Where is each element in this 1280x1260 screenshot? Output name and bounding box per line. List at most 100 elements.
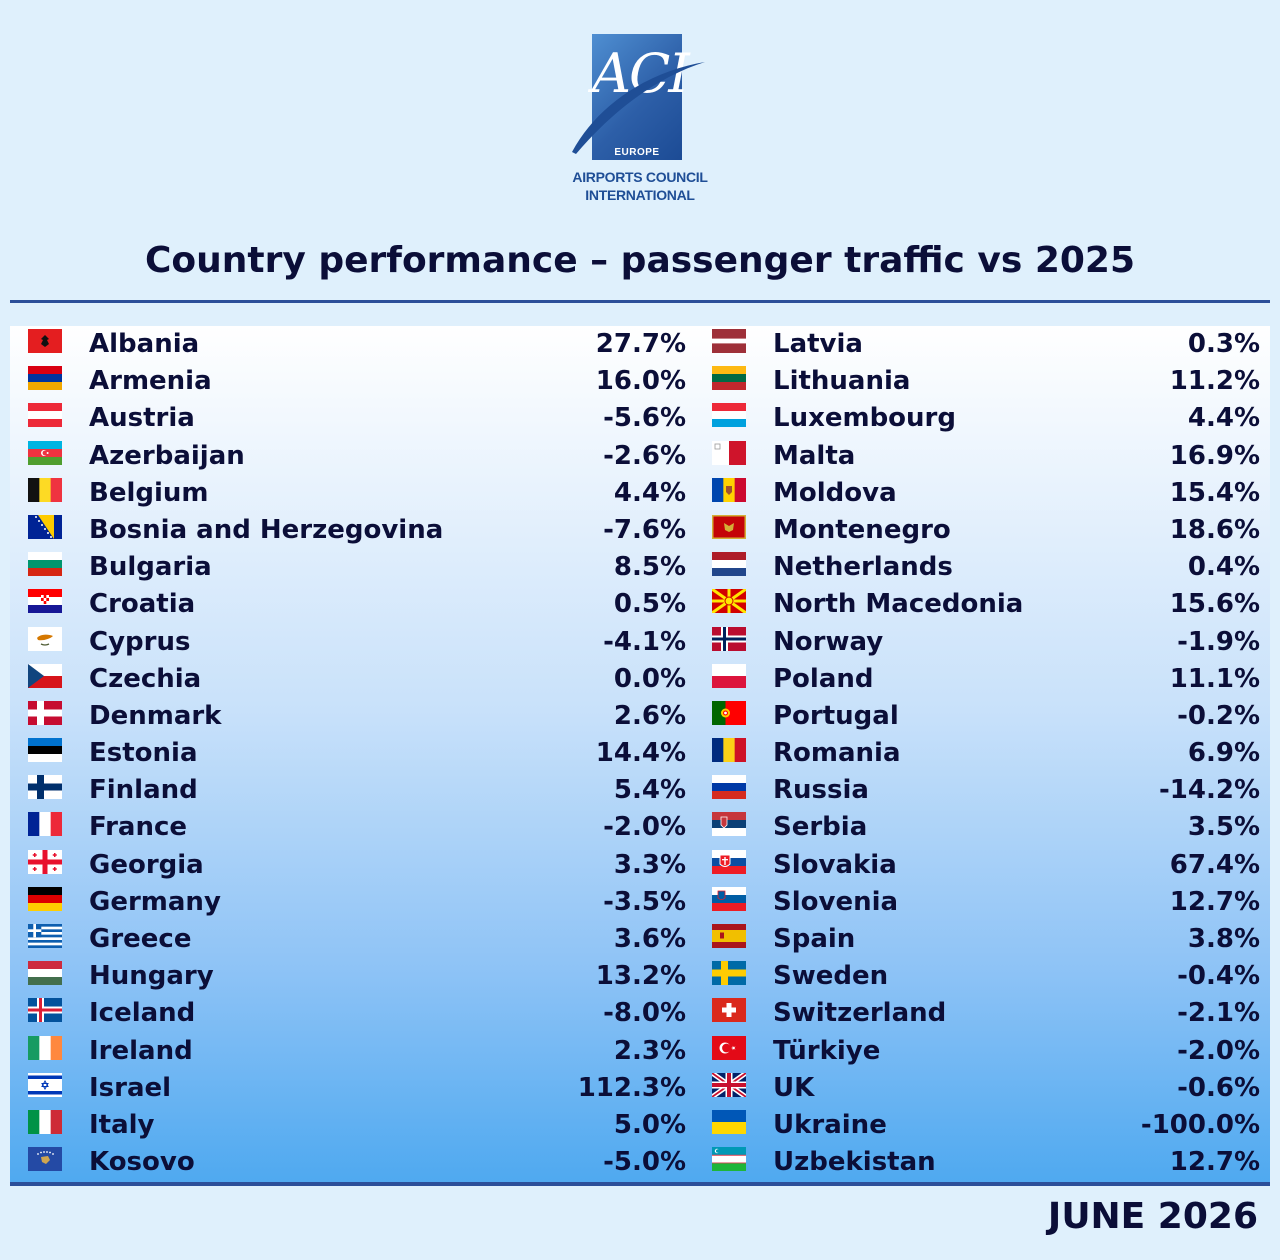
traffic-change-value: -5.6% (603, 403, 686, 434)
country-name: Armenia (89, 366, 212, 397)
country-name: Romania (773, 738, 901, 769)
traffic-change-value: 27.7% (595, 329, 686, 359)
cyprus-flag-icon (28, 626, 62, 651)
table-row-slovakia: Slovakia 67.4% (694, 847, 1280, 884)
country-name: North Macedonia (773, 589, 1024, 620)
greece-flag-icon (28, 924, 62, 948)
country-name: Israel (89, 1072, 172, 1103)
uzbekistan-flag-icon (712, 1147, 746, 1172)
serbia-flag-icon (712, 812, 746, 837)
country-name: Montenegro (773, 514, 951, 545)
traffic-change-value: -8.0% (603, 998, 686, 1029)
table-row-italy: Italy 5.0% (10, 1107, 686, 1144)
traffic-change-value: 11.2% (1169, 366, 1260, 397)
traffic-change-value: -4.1% (603, 626, 686, 657)
moldova-flag-icon (712, 477, 746, 502)
traffic-change-value: -5.0% (603, 1147, 686, 1178)
hungary-flag-icon (28, 961, 62, 986)
country-name: Slovenia (773, 886, 899, 917)
aci-europe-logo: ACI EUROPE AIRPORTS COUNCIL INTERNATIONA… (560, 30, 720, 215)
bottom-divider (10, 1182, 1270, 1186)
country-name: Hungary (89, 961, 214, 992)
table-row-turkiye: Türkiye -2.0% (694, 1033, 1280, 1070)
logo-caption: AIRPORTS COUNCIL INTERNATIONAL (560, 168, 720, 204)
table-row-iceland: Iceland -8.0% (10, 995, 686, 1032)
logo-line-1: AIRPORTS COUNCIL (572, 169, 708, 185)
table-row-armenia: Armenia 16.0% (10, 363, 686, 400)
country-name: Croatia (89, 589, 196, 620)
traffic-change-value: 67.4% (1169, 849, 1260, 880)
traffic-change-value: 5.4% (613, 775, 686, 806)
table-row-azerbaijan: Azerbaijan -2.6% (10, 438, 686, 475)
table-row-norway: Norway -1.9% (694, 624, 1280, 661)
country-name: Ukraine (773, 1109, 887, 1140)
traffic-change-value: 12.7% (1169, 1147, 1260, 1178)
table-panel (10, 326, 1270, 1182)
country-name: Russia (773, 775, 869, 806)
table-row-croatia: Croatia 0.5% (10, 586, 686, 623)
traffic-change-value: 0.0% (613, 663, 686, 694)
table-row-netherlands: Netherlands 0.4% (694, 549, 1280, 586)
traffic-change-value: -7.6% (603, 514, 686, 545)
armenia-flag-icon (28, 366, 62, 391)
table-row-bosnia-and-herzegovina: Bosnia and Herzegovina -7.6% (10, 512, 686, 549)
poland-flag-icon (712, 663, 746, 688)
iceland-flag-icon (28, 998, 62, 1023)
country-name: France (89, 812, 188, 843)
traffic-change-value: -14.2% (1159, 775, 1260, 806)
table-column-right: Latvia 0.3% Lithuania 11.2% Luxembourg 4.4% Ma… (694, 326, 1280, 1181)
table-row-uk: UK -0.6% (694, 1070, 1280, 1107)
latvia-flag-icon (712, 329, 746, 353)
traffic-change-value: -1.9% (1177, 626, 1260, 657)
table-row-israel: Israel 112.3% (10, 1070, 686, 1107)
country-name: Sweden (773, 961, 889, 992)
switzerland-flag-icon (712, 998, 746, 1023)
table-row-austria: Austria -5.6% (10, 400, 686, 437)
table-row-sweden: Sweden -0.4% (694, 958, 1280, 995)
traffic-change-value: -3.5% (603, 886, 686, 917)
table-row-france: France -2.0% (10, 809, 686, 846)
traffic-change-value: 11.1% (1169, 663, 1260, 694)
lithuania-flag-icon (712, 366, 746, 391)
country-name: Austria (89, 403, 195, 434)
table-row-greece: Greece 3.6% (10, 921, 686, 958)
table-row-north-macedonia: North Macedonia 15.6% (694, 586, 1280, 623)
table-row-moldova: Moldova 15.4% (694, 475, 1280, 512)
country-name: Iceland (89, 998, 196, 1029)
table-row-malta: Malta 16.9% (694, 438, 1280, 475)
traffic-change-value: 0.5% (613, 589, 686, 620)
country-name: Norway (773, 626, 884, 657)
romania-flag-icon (712, 738, 746, 763)
country-name: Türkiye (773, 1035, 881, 1066)
country-name: Malta (773, 440, 856, 471)
traffic-change-value: 6.9% (1187, 738, 1260, 769)
traffic-change-value: 14.4% (595, 738, 686, 769)
luxembourg-flag-icon (712, 403, 746, 428)
albania-flag-icon (28, 329, 62, 353)
uk-flag-icon (712, 1072, 746, 1097)
slovenia-flag-icon (712, 886, 746, 911)
finland-flag-icon (28, 775, 62, 800)
traffic-change-value: 3.5% (1187, 812, 1260, 843)
country-name: Portugal (773, 700, 899, 731)
traffic-change-value: 5.0% (613, 1109, 686, 1140)
top-divider (10, 300, 1270, 303)
table-row-ukraine: Ukraine -100.0% (694, 1107, 1280, 1144)
table-column-left: Albania 27.7% Armenia 16.0% Austria -5.6% Azer… (10, 326, 686, 1181)
table-row-denmark: Denmark 2.6% (10, 698, 686, 735)
table-row-romania: Romania 6.9% (694, 735, 1280, 772)
traffic-change-value: -0.2% (1177, 700, 1260, 731)
table-row-switzerland: Switzerland -2.1% (694, 995, 1280, 1032)
table-row-portugal: Portugal -0.2% (694, 698, 1280, 735)
table-row-georgia: Georgia 3.3% (10, 847, 686, 884)
country-name: Serbia (773, 812, 868, 843)
traffic-change-value: 112.3% (577, 1072, 686, 1103)
country-name: Denmark (89, 700, 222, 731)
table-row-russia: Russia -14.2% (694, 772, 1280, 809)
country-name: Cyprus (89, 626, 191, 657)
north-macedonia-flag-icon (712, 589, 746, 614)
table-row-cyprus: Cyprus -4.1% (10, 624, 686, 661)
country-name: Estonia (89, 738, 198, 769)
portugal-flag-icon (712, 700, 746, 725)
country-name: UK (773, 1072, 815, 1103)
